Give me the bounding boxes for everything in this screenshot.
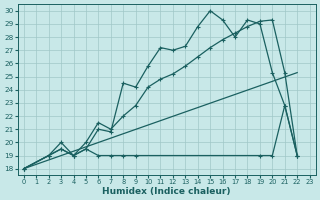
X-axis label: Humidex (Indice chaleur): Humidex (Indice chaleur) — [102, 187, 231, 196]
